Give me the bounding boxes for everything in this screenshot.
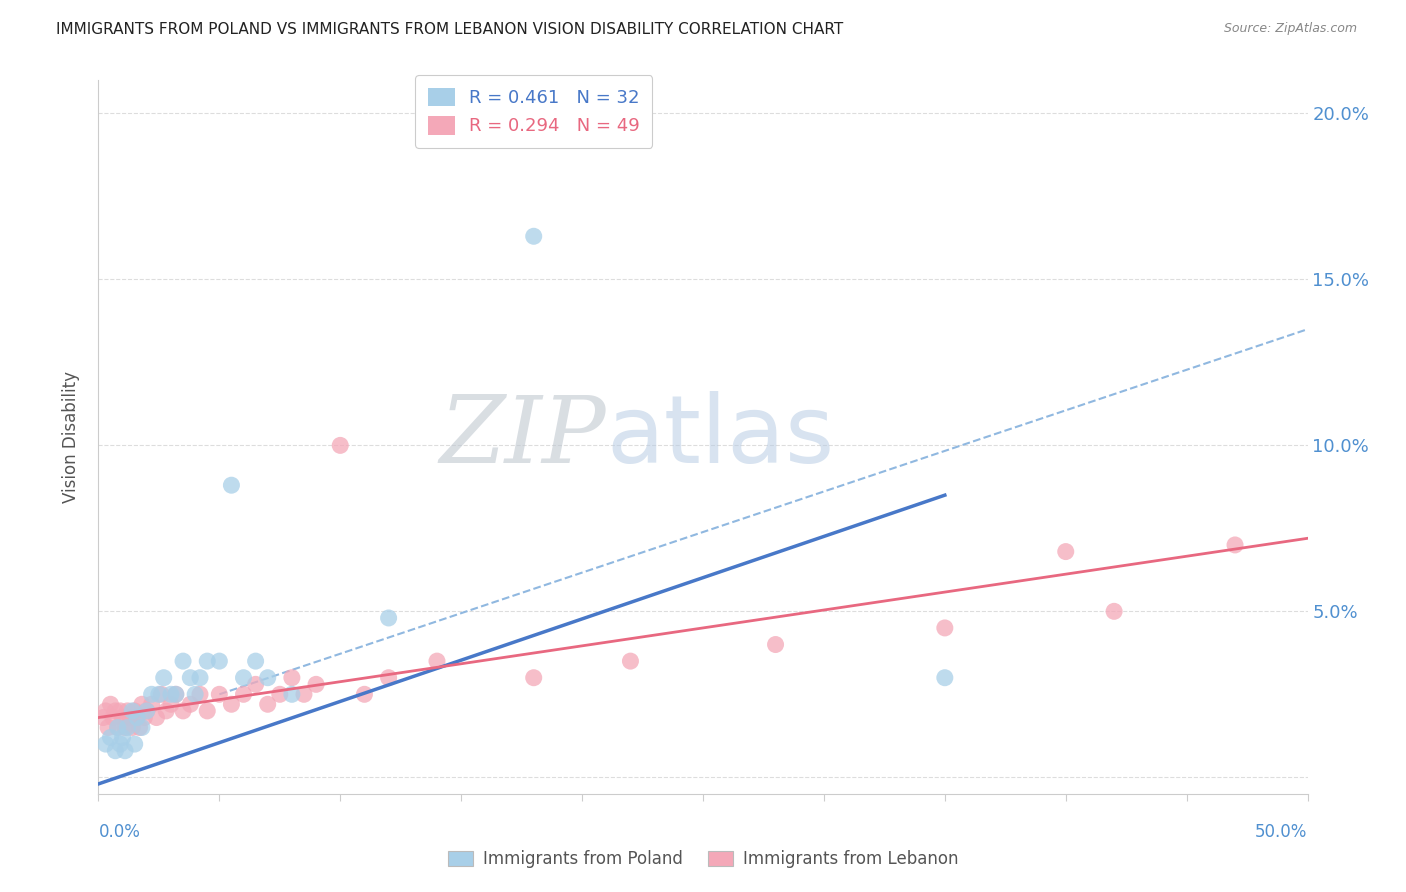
Point xyxy=(91,710,114,724)
Point xyxy=(232,671,254,685)
Point xyxy=(100,698,122,712)
Point xyxy=(184,687,207,701)
Point xyxy=(108,737,131,751)
Point xyxy=(97,721,120,735)
Point xyxy=(256,671,278,685)
Point xyxy=(128,721,150,735)
Text: Source: ZipAtlas.com: Source: ZipAtlas.com xyxy=(1223,22,1357,36)
Point xyxy=(127,710,149,724)
Legend: Immigrants from Poland, Immigrants from Lebanon: Immigrants from Poland, Immigrants from … xyxy=(441,844,965,875)
Point xyxy=(765,638,787,652)
Point xyxy=(208,687,231,701)
Point xyxy=(281,687,304,701)
Point xyxy=(155,704,177,718)
Point xyxy=(619,654,641,668)
Point xyxy=(135,704,157,718)
Point xyxy=(152,671,174,685)
Point xyxy=(292,687,315,701)
Point xyxy=(114,744,136,758)
Point xyxy=(134,710,156,724)
Point xyxy=(100,731,122,745)
Point xyxy=(124,704,146,718)
Point xyxy=(141,687,163,701)
Point xyxy=(232,687,254,701)
Point xyxy=(426,654,449,668)
Point xyxy=(127,710,149,724)
Point xyxy=(195,704,218,718)
Point xyxy=(523,229,546,244)
Point xyxy=(256,698,278,712)
Point xyxy=(117,704,139,718)
Point xyxy=(1054,544,1077,558)
Point xyxy=(121,721,143,735)
Text: IMMIGRANTS FROM POLAND VS IMMIGRANTS FROM LEBANON VISION DISABILITY CORRELATION : IMMIGRANTS FROM POLAND VS IMMIGRANTS FRO… xyxy=(56,22,844,37)
Point xyxy=(1223,538,1246,552)
Point xyxy=(179,698,201,712)
Point xyxy=(94,704,117,718)
Point xyxy=(934,671,956,685)
Point xyxy=(329,438,352,452)
Point xyxy=(148,687,170,701)
Point xyxy=(124,737,146,751)
Point xyxy=(281,671,304,685)
Point xyxy=(188,671,211,685)
Point xyxy=(245,654,267,668)
Point xyxy=(179,671,201,685)
Point xyxy=(1102,604,1125,618)
Y-axis label: Vision Disability: Vision Disability xyxy=(62,371,80,503)
Point xyxy=(377,671,399,685)
Point xyxy=(141,698,163,712)
Point xyxy=(104,744,127,758)
Point xyxy=(94,737,117,751)
Text: 0.0%: 0.0% xyxy=(98,822,141,840)
Point xyxy=(160,687,183,701)
Point xyxy=(135,704,157,718)
Point xyxy=(108,704,131,718)
Point xyxy=(172,704,194,718)
Point xyxy=(188,687,211,701)
Point xyxy=(104,704,127,718)
Point xyxy=(111,710,134,724)
Text: 50.0%: 50.0% xyxy=(1256,822,1308,840)
Point xyxy=(107,721,129,735)
Legend: R = 0.461   N = 32, R = 0.294   N = 49: R = 0.461 N = 32, R = 0.294 N = 49 xyxy=(415,75,652,148)
Point xyxy=(131,698,153,712)
Point xyxy=(114,721,136,735)
Point xyxy=(118,710,141,724)
Point xyxy=(269,687,291,701)
Point xyxy=(208,654,231,668)
Point xyxy=(353,687,375,701)
Point xyxy=(172,654,194,668)
Point xyxy=(305,677,328,691)
Point xyxy=(165,687,187,701)
Text: ZIP: ZIP xyxy=(440,392,606,482)
Point xyxy=(101,710,124,724)
Point xyxy=(145,710,167,724)
Text: atlas: atlas xyxy=(606,391,835,483)
Point xyxy=(221,698,243,712)
Point xyxy=(117,721,139,735)
Point xyxy=(245,677,267,691)
Point xyxy=(160,698,183,712)
Point xyxy=(150,687,173,701)
Point xyxy=(377,611,399,625)
Point xyxy=(107,721,129,735)
Point xyxy=(131,721,153,735)
Point xyxy=(165,687,187,701)
Point xyxy=(195,654,218,668)
Point xyxy=(221,478,243,492)
Point xyxy=(111,731,134,745)
Point xyxy=(934,621,956,635)
Point xyxy=(523,671,546,685)
Point xyxy=(121,704,143,718)
